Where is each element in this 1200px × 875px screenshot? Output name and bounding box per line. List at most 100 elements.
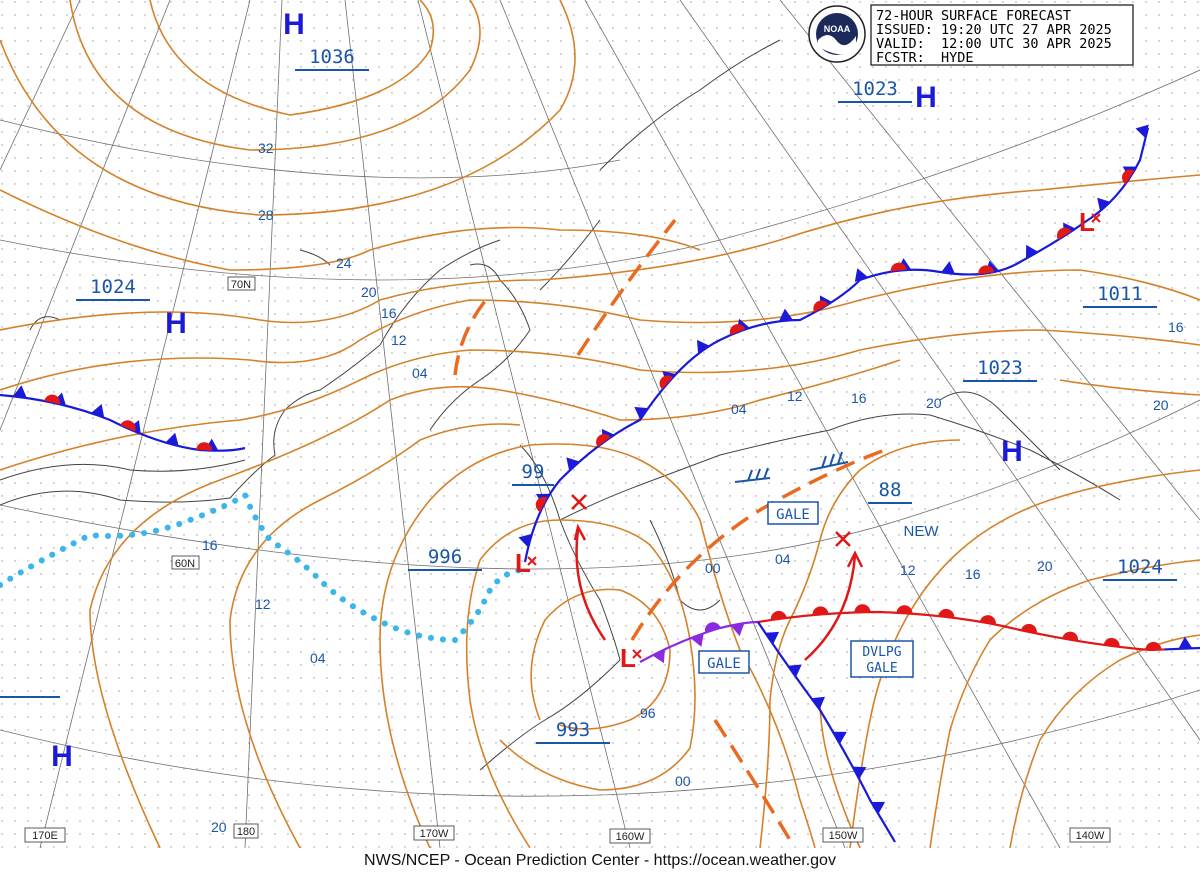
header-title: 72-HOUR SURFACE FORECAST (876, 8, 1071, 24)
low-center-marks (527, 213, 1101, 659)
header-forecaster: FCSTR: HYDE (876, 50, 974, 66)
warning-label: GALE (707, 656, 741, 672)
isobars (0, 0, 1200, 849)
warm-front-symbol (535, 496, 548, 512)
lat-label: 60N (175, 558, 195, 570)
wind-barbs (734, 451, 849, 483)
cold-front-symbol (787, 664, 802, 678)
gale-box-2 (698, 650, 750, 674)
pressure-value: 1011 (1097, 283, 1143, 305)
pressure-value: 1023 (977, 357, 1023, 379)
warm-front-symbol (812, 606, 829, 616)
high-symbol: H (283, 8, 305, 41)
storm-tracks (573, 523, 864, 661)
storm-track-1 (575, 529, 607, 641)
cold-front-symbol (871, 801, 886, 815)
isobar-1036 (149, 0, 435, 116)
cold-front-symbol (832, 731, 847, 744)
cold-front-symbol (730, 623, 745, 637)
isobar-label: 16 (1168, 319, 1184, 335)
warm-front-symbol (813, 300, 829, 313)
storm-track-arrow-2 (846, 550, 864, 568)
meridians (0, 0, 1200, 849)
warning-boxes: GALE GALE DVLPG GALE (698, 501, 914, 678)
isobar-label: 20 (1037, 558, 1053, 574)
footer-credit: NWS/NCEP - Ocean Prediction Center - htt… (364, 852, 836, 869)
grid-labels: 70N 60N 170E 180 170W 160W 150W 140W (24, 276, 1111, 844)
cold-front-symbol (1025, 244, 1039, 259)
pressure-value: 1036 (309, 46, 355, 68)
cold-front-symbol (1097, 197, 1111, 212)
isobar-label: 04 (412, 365, 428, 381)
warm-front-symbol (890, 262, 907, 272)
warm-front-symbol (938, 608, 955, 618)
warm-front-symbol (659, 375, 673, 390)
pressure-value: 993 (556, 719, 590, 741)
lon-label: 140W (1076, 830, 1105, 842)
warm-front-symbol (704, 622, 721, 633)
pressure-values: 1036 1023 1024 1024 1023 996 993 1011 99… (0, 46, 1177, 744)
header-box (870, 4, 1134, 66)
lon-label: 180 (237, 826, 255, 838)
isobar-1032 (69, 0, 481, 151)
isobar-label: 04 (731, 401, 747, 417)
western-stationary-front-segment (0, 393, 246, 452)
isobar-labels: 32 28 24 20 16 12 04 16 12 04 00 96 00 0… (202, 140, 1184, 835)
cold-front-symbol (778, 308, 793, 322)
parallels (0, 69, 1200, 797)
cold-front-symbol (518, 533, 532, 548)
cold-front-symbol (765, 631, 780, 645)
warm-front-symbol (1056, 227, 1072, 240)
isobar-1016b (929, 559, 1200, 849)
cold-front-symbol (852, 766, 867, 779)
isobar-1004b (229, 423, 521, 849)
lon-label: 170E (32, 830, 58, 842)
isobar-label: 20 (1153, 397, 1169, 413)
warm-front-symbol (1145, 641, 1162, 651)
lat-label: 70N (231, 279, 251, 291)
noaa-logo: NOAA (808, 5, 866, 63)
warm-front-symbol (770, 610, 787, 620)
low-symbol: L (1079, 207, 1095, 237)
warning-label: GALE (866, 661, 897, 676)
high-symbol: H (165, 307, 187, 340)
isobar-label: 12 (255, 596, 271, 612)
warm-front-symbol (854, 604, 871, 613)
warm-front-symbol (896, 605, 913, 614)
warm-front-symbol (44, 394, 61, 405)
isobar-1016 (0, 269, 1200, 391)
warm-front-symbol (120, 420, 136, 432)
cold-front-symbol (165, 432, 179, 447)
future-position-x-1 (571, 494, 587, 510)
isobar-1000 (379, 443, 816, 849)
cold-front-symbol (690, 633, 704, 647)
forecast-header: 72-HOUR SURFACE FORECAST ISSUED: 19:20 U… (870, 4, 1134, 66)
isobar-label: 16 (381, 305, 397, 321)
lon-label: 170W (420, 828, 449, 840)
warm-front-symbol (978, 265, 995, 275)
storm-future-positions (571, 494, 851, 547)
isobar-label: 16 (965, 566, 981, 582)
high-symbol: H (1001, 435, 1023, 468)
isobar-1008 (759, 439, 961, 849)
isobar-label: 04 (310, 650, 326, 666)
isobar-1012 (0, 329, 1200, 471)
isobar-label: 20 (361, 284, 377, 300)
isobar-label: 24 (336, 255, 352, 271)
lat-lon-dot-grid (0, 0, 1200, 848)
pressure-value: 1024 (1117, 556, 1163, 578)
warm-front-symbol (979, 615, 996, 625)
trough-1 (453, 293, 492, 376)
isobar-label: 16 (202, 537, 218, 553)
isobar-1024 (0, 189, 701, 271)
isobar-1028 (0, 0, 576, 216)
isobar-label: 32 (258, 140, 274, 156)
trough-3 (630, 448, 886, 641)
cold-front-symbol (634, 406, 649, 420)
low-symbol: L (515, 548, 531, 578)
warm-front-segment (757, 610, 1200, 652)
cold-front-symbol (811, 696, 826, 710)
isobar-label: 00 (705, 560, 721, 576)
developing-gale-box (850, 640, 914, 678)
